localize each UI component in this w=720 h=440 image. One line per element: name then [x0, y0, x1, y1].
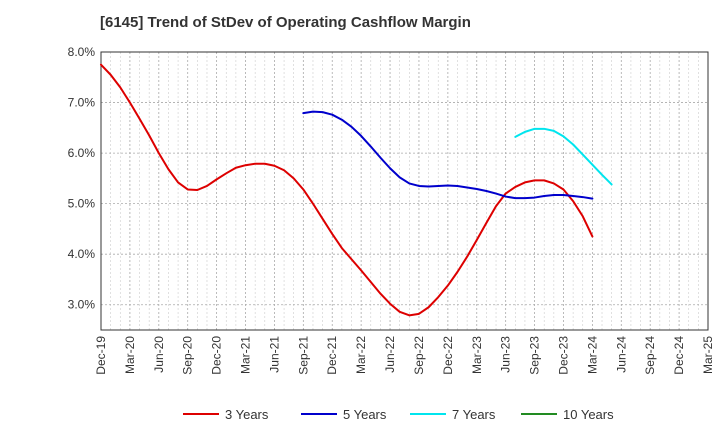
x-tick-label: Sep-24 [643, 336, 657, 375]
y-tick-label: 4.0% [68, 247, 96, 261]
y-tick-label: 3.0% [68, 298, 96, 312]
legend-label: 7 Years [452, 407, 496, 422]
x-tick-label: Mar-20 [123, 336, 137, 374]
x-tick-label: Jun-23 [499, 336, 513, 373]
x-tick-label: Sep-22 [412, 336, 426, 375]
legend-label: 5 Years [343, 407, 387, 422]
y-tick-label: 6.0% [68, 146, 96, 160]
y-tick-label: 7.0% [68, 96, 96, 110]
y-tick-label: 5.0% [68, 197, 96, 211]
plot-frame [100, 51, 709, 331]
x-tick-label: Mar-22 [354, 336, 368, 374]
x-tick-label: Sep-21 [296, 336, 310, 375]
series-line-3-years [100, 63, 594, 317]
x-tick-label: Dec-22 [441, 336, 455, 375]
x-tick-label: Dec-24 [672, 336, 686, 375]
chart-title: [6145] Trend of StDev of Operating Cashf… [100, 14, 471, 31]
series-line-5-years [302, 110, 594, 200]
x-tick-label: Jun-21 [267, 336, 281, 373]
y-tick-label: 8.0% [68, 45, 96, 59]
x-tick-label: Jun-24 [614, 336, 628, 373]
y-axis-tick-labels: 3.0% 4.0% 5.0% 6.0% 7.0% 8.0% [68, 45, 96, 312]
x-tick-label: Dec-21 [325, 336, 339, 375]
legend: 3 Years 5 Years 7 Years 10 Years [183, 407, 614, 422]
grid-lines [100, 51, 709, 330]
legend-label: 10 Years [563, 407, 614, 422]
x-tick-label: Dec-19 [94, 336, 108, 375]
series-line-7-years [514, 127, 613, 186]
x-tick-label: Sep-23 [528, 336, 542, 375]
plot-area-frame [100, 51, 709, 331]
x-tick-label: Sep-20 [181, 336, 195, 375]
series-lines [100, 63, 613, 317]
x-tick-label: Mar-21 [239, 336, 253, 374]
legend-label: 3 Years [225, 407, 269, 422]
x-tick-label: Jun-22 [383, 336, 397, 373]
x-axis-tick-labels: Dec-19 Mar-20 Jun-20 Sep-20 Dec-20 Mar-21 Jun-… [94, 336, 715, 375]
x-tick-label: Dec-23 [556, 336, 570, 375]
x-tick-label: Mar-24 [585, 336, 599, 374]
x-tick-label: Mar-25 [701, 336, 715, 374]
x-tick-label: Mar-23 [470, 336, 484, 374]
x-tick-label: Dec-20 [210, 336, 224, 375]
x-tick-label: Jun-20 [152, 336, 166, 373]
